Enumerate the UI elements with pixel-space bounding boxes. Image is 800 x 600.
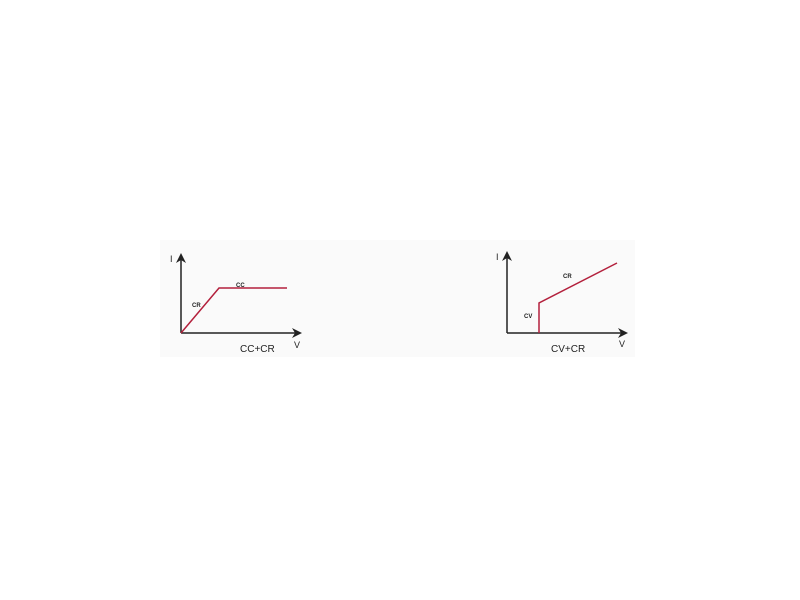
cc-cr-curve <box>180 287 287 334</box>
caption: CC+CR <box>240 344 275 355</box>
cr-region-label: CR <box>563 274 572 280</box>
y-axis-label: I <box>496 252 499 262</box>
caption: CV+CR <box>551 344 585 355</box>
cc-cr-diagram: I V CR CC CC+CR <box>170 253 302 355</box>
cv-region-label: CV <box>524 314 532 320</box>
x-axis-label: V <box>619 339 625 349</box>
cr-region-label: CR <box>192 303 201 309</box>
diagram-background <box>160 240 635 357</box>
cv-cr-curve <box>538 262 618 333</box>
cv-cr-diagram: I V CV CR CV+CR <box>496 251 628 355</box>
x-axis-label: V <box>294 340 300 350</box>
cc-region-label: CC <box>236 283 245 289</box>
y-axis-label: I <box>170 254 173 264</box>
